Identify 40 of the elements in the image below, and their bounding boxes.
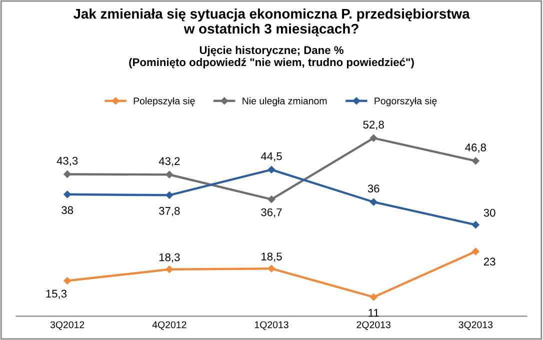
chart-subtitle: Ujęcie historyczne; Dane % (Pominięto odpowiedź "nie wiem, trudno powiedzieć") [129, 46, 414, 68]
point [166, 170, 174, 178]
legend-label: Pogorszyła się [374, 97, 437, 106]
data-label: 46,8 [465, 144, 486, 153]
data-label: 52,8 [363, 120, 384, 130]
point [64, 277, 71, 284]
point [166, 266, 174, 273]
data-label: 44,5 [260, 152, 282, 162]
point [370, 198, 378, 206]
x-tick-label: 3Q2012 [50, 321, 84, 330]
point [472, 221, 480, 228]
point [370, 134, 378, 142]
point [64, 170, 71, 178]
data-label: 37,8 [159, 206, 180, 216]
data-label: 43,3 [56, 156, 78, 166]
point [64, 190, 71, 198]
x-tick-label: 1Q2013 [254, 321, 288, 330]
legend-label: Nie uległa zmianom [242, 97, 327, 106]
data-label: 15,3 [46, 290, 67, 299]
point [268, 196, 276, 203]
data-label: 18,5 [262, 252, 282, 262]
x-tick-label: 2Q2013 [356, 321, 390, 330]
data-label: 30 [484, 208, 496, 217]
point [370, 293, 378, 301]
data-label: 18,3 [159, 253, 180, 263]
data-label: 38 [62, 206, 74, 214]
data-label: 23 [484, 258, 496, 266]
x-tick-label: 3Q2013 [458, 321, 493, 330]
point [166, 192, 174, 199]
data-label: 43,2 [158, 157, 180, 166]
point [472, 157, 480, 165]
data-label: 36,7 [261, 208, 282, 218]
data-label: 36 [368, 184, 380, 192]
x-tick-label: 4Q2012 [152, 321, 186, 330]
data-label: 11 [368, 309, 379, 317]
legend-label: Polepszyła się [134, 97, 195, 106]
point [268, 264, 276, 272]
chart-title: Jak zmieniała się sytuacja ekonomiczna P. przedsiębiorstwa w ostatnich 3 miesiącach? [73, 8, 470, 36]
point [472, 248, 480, 256]
point [268, 166, 276, 174]
